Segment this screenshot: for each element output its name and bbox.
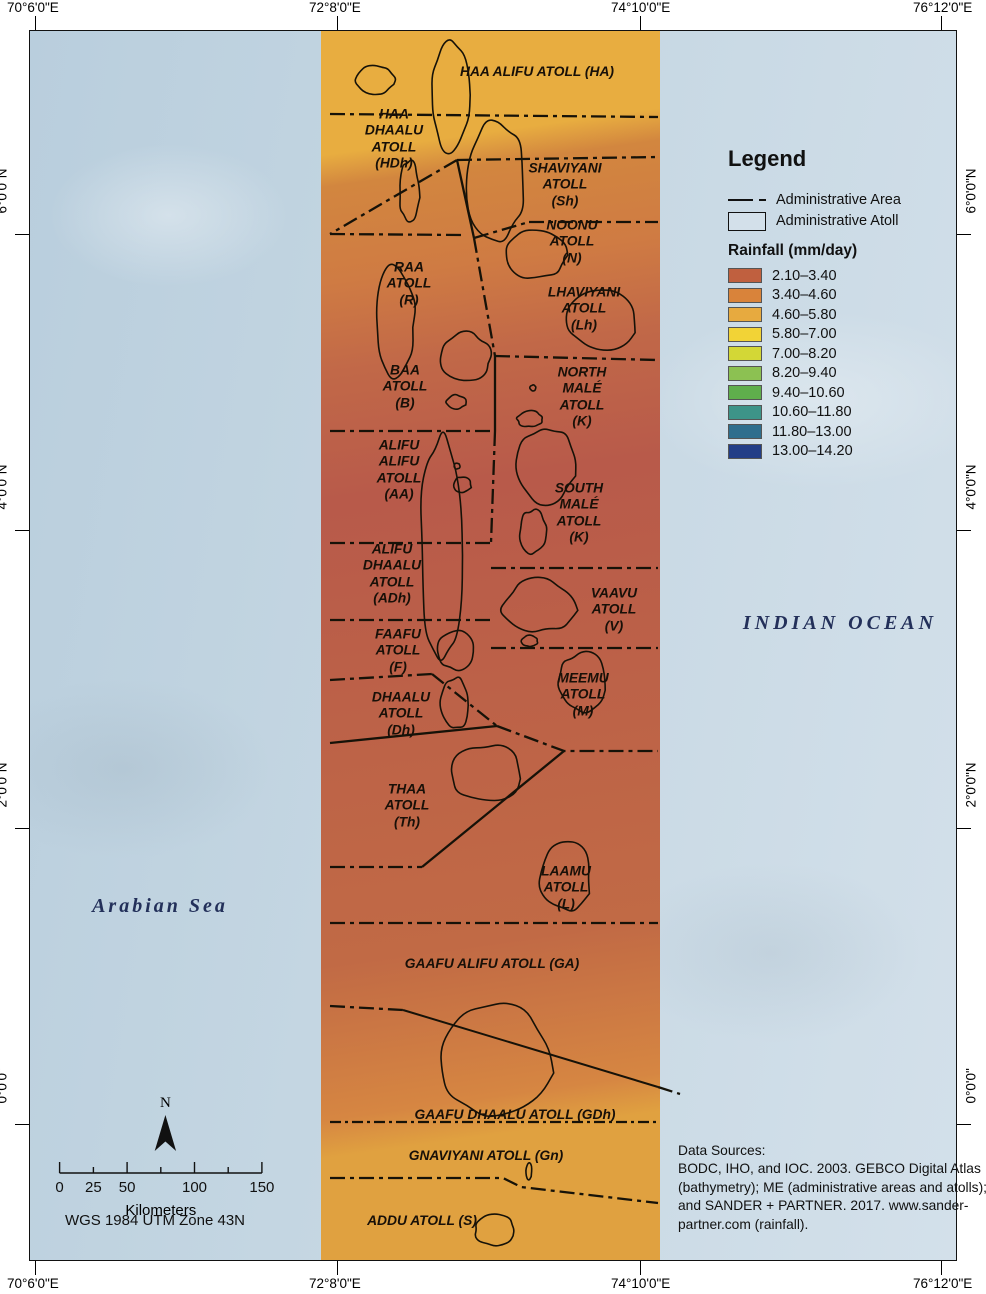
svg-text:25: 25 [85,1179,102,1196]
svg-text:50: 50 [119,1179,136,1196]
svg-text:N: N [160,1095,171,1111]
svg-text:150: 150 [249,1179,274,1196]
svg-text:100: 100 [182,1179,207,1196]
svg-text:0: 0 [55,1179,63,1196]
